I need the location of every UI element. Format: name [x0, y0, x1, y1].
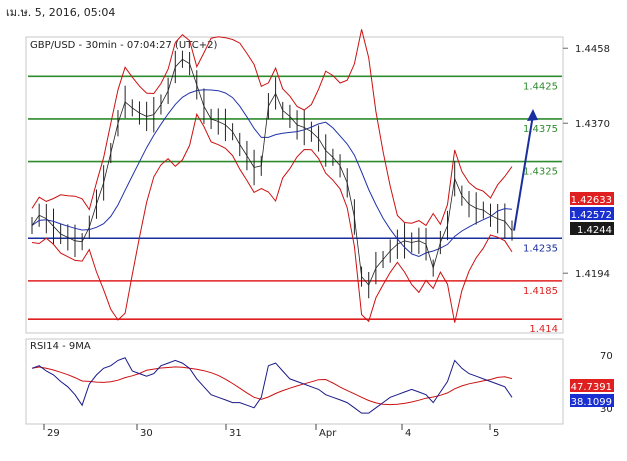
rsi-tag-1: 38.1099 [571, 397, 612, 408]
rsi-tag-bg-0 [570, 379, 614, 392]
rsi-title: RSI14 - 9MA [30, 341, 91, 352]
level-label-0: 1.4425 [523, 81, 558, 92]
price-tag-0: 1.42633 [571, 195, 612, 206]
price-tag-bg-1 [570, 207, 614, 220]
level-label-3: 1.4235 [523, 243, 558, 254]
x-tick-4: 4 [405, 428, 411, 439]
price-tag-2: 1.4244 [577, 225, 612, 236]
level-label-2: 1.4325 [523, 167, 558, 178]
level-label-1: 1.4375 [523, 124, 558, 135]
level-label-4: 1.4185 [523, 286, 558, 297]
rsi-tick-0: 70 [600, 351, 613, 362]
price-panel [25, 36, 564, 334]
rsi-tag-0: 47.7391 [571, 382, 612, 393]
rsi-panel [25, 338, 564, 425]
x-tick-0: 29 [47, 428, 60, 439]
x-tick-3: Apr [319, 428, 337, 439]
rsi-tag-bg-1 [570, 394, 614, 407]
x-tick-2: 31 [229, 428, 242, 439]
price-tag-1: 1.42572 [571, 210, 612, 221]
price-tick-1: 1.4370 [575, 119, 610, 130]
x-tick-5: 5 [493, 428, 499, 439]
price-tick-0: 1.4458 [575, 44, 610, 55]
x-tick-1: 30 [140, 428, 153, 439]
rsi-tick-1: 30 [600, 404, 613, 415]
rsi-ma-line [31, 366, 513, 406]
level-label-5: 1.414 [529, 324, 558, 335]
price-tick-2: 1.4194 [575, 269, 610, 280]
price-tag-bg-2 [570, 222, 614, 235]
forecast-arrow-head [527, 108, 538, 121]
rsi-line [31, 357, 513, 414]
price-line [31, 58, 513, 286]
bollinger-upper [31, 29, 513, 227]
chart-title: GBP/USD - 30min - 07:04:27 (UTC+2) [30, 40, 217, 51]
header-date: เม.ษ. 5, 2016, 05:04 [6, 6, 116, 19]
moving-average-line [31, 89, 513, 258]
price-tag-bg-0 [570, 192, 614, 205]
forecast-arrow-line [513, 114, 534, 231]
bollinger-lower [31, 112, 513, 323]
